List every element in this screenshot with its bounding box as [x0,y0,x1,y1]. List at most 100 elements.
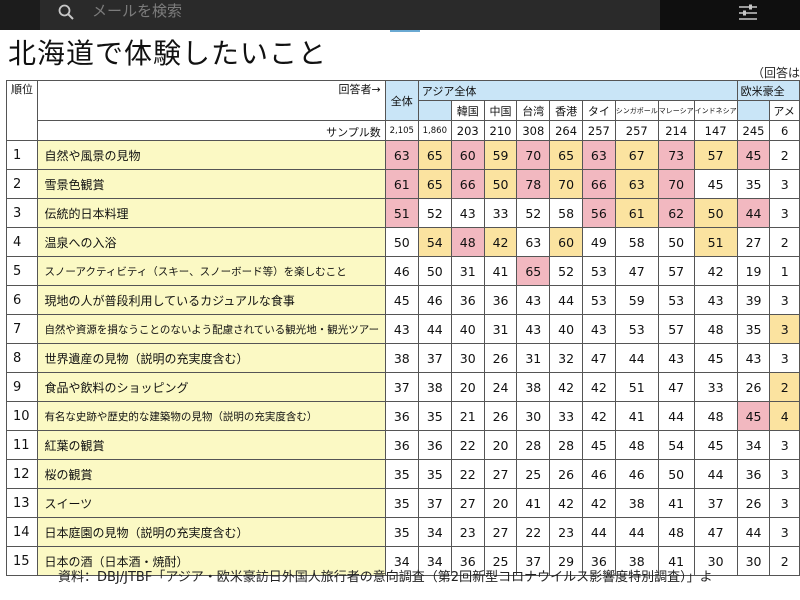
value-cell: 3 [769,488,800,518]
value-cell: 40 [549,314,583,344]
value-cell: 50 [693,198,738,228]
value-cell: 40 [450,314,485,344]
value-cell: 22 [450,459,485,489]
value-cell: 3 [769,285,800,315]
value-cell: 27 [736,227,771,257]
value-cell: 66 [581,169,616,199]
value-cell: 37 [384,372,419,402]
value-cell: 44 [693,459,738,489]
value-cell: 59 [483,140,518,170]
rank-cell: 8 [5,343,39,373]
value-cell: 36 [384,401,419,431]
value-cell: 3 [769,517,800,547]
item-cell: 自然や資源を損なうことのないよう配慮されている観光地・観光ツアー [37,314,386,344]
table-row: 10 有名な史跡や歴史的な建築物の見物（説明の充実度含む） 36 35 21 26 30 33… [5,401,800,431]
value-cell: 44 [549,285,583,315]
sample-size-cell: 245 [736,120,771,141]
value-cell: 35 [736,314,771,344]
value-cell: 23 [450,517,485,547]
header-accent [390,30,420,32]
table-row: 1 自然や風景の見物 63 65 60 59 70 65 63 67 73 57 45 2 [5,140,800,170]
value-cell: 36 [450,285,485,315]
value-cell: 35 [384,459,419,489]
value-cell: 63 [581,140,616,170]
value-cell: 45 [693,343,738,373]
value-cell: 57 [693,140,738,170]
value-cell: 43 [581,314,616,344]
value-cell: 36 [483,285,518,315]
value-cell: 26 [549,459,583,489]
value-cell: 42 [581,401,616,431]
value-cell: 53 [657,285,695,315]
value-cell: 41 [614,401,659,431]
table-row: 11 紅葉の観賞 36 36 22 20 28 28 45 48 54 45 34 3 [5,430,800,460]
rank-cell: 10 [5,401,39,431]
search-field[interactable] [40,0,660,30]
value-cell: 44 [736,198,771,228]
value-cell: 46 [581,459,616,489]
value-cell: 48 [614,430,659,460]
value-cell: 65 [549,140,583,170]
value-cell: 31 [483,314,518,344]
search-input[interactable]: メールを検索 [92,2,183,20]
value-cell: 51 [614,372,659,402]
value-cell: 57 [657,256,695,286]
value-cell: 41 [516,488,551,518]
value-cell: 27 [450,488,485,518]
value-cell: 53 [581,256,616,286]
value-cell: 28 [516,430,551,460]
value-cell: 63 [384,140,419,170]
value-cell: 2 [769,140,800,170]
value-cell: 21 [450,401,485,431]
value-cell: 30 [736,546,771,576]
value-cell: 45 [693,169,738,199]
rank-cell: 13 [5,488,39,518]
value-cell: 19 [736,256,771,286]
value-cell: 37 [693,488,738,518]
respondent-header: 回答者→ [37,80,386,121]
value-cell: 48 [693,401,738,431]
value-cell: 2 [769,227,800,257]
value-cell: 22 [450,430,485,460]
table-row: 7 自然や資源を損なうことのないよう配慮されている観光地・観光ツアー 43 44 40 3… [5,314,800,344]
value-cell: 49 [581,227,616,257]
country-header: マレーシア [657,100,695,121]
value-cell: 46 [614,459,659,489]
value-cell: 44 [614,517,659,547]
value-cell: 50 [483,169,518,199]
respondent-note: （回答はあ [752,66,800,80]
sample-size-cell: 308 [516,120,551,141]
value-cell: 42 [549,372,583,402]
value-cell: 37 [417,488,452,518]
search-icon[interactable] [58,4,74,20]
value-cell: 42 [581,372,616,402]
value-cell: 70 [516,140,551,170]
item-cell: 食品や飲料のショッピング [37,372,386,402]
country-header: 台湾 [516,100,551,121]
value-cell: 3 [769,169,800,199]
value-cell: 36 [736,459,771,489]
item-cell: 世界遺産の見物（説明の充実度含む） [37,343,386,373]
page-title: 北海道で体験したいこと [8,37,328,70]
value-cell: 47 [657,372,695,402]
value-cell: 36 [581,546,616,576]
document-page: 北海道で体験したいこと （回答はあ 順位 回答者→ 全体 アジア全体 欧米豪全 … [0,30,800,600]
value-cell: 41 [483,256,518,286]
value-cell: 65 [417,140,452,170]
value-cell: 48 [693,314,738,344]
value-cell: 73 [657,140,695,170]
filter-options-icon[interactable] [738,3,758,21]
value-cell: 42 [581,488,616,518]
value-cell: 26 [483,401,518,431]
value-cell: 36 [417,430,452,460]
value-cell: 34 [736,430,771,460]
value-cell: 30 [516,401,551,431]
sample-size-cell: 1,860 [417,120,452,141]
value-cell: 31 [516,343,551,373]
value-cell: 25 [516,459,551,489]
western-subheader [736,100,771,121]
rank-cell: 2 [5,169,39,199]
value-cell: 34 [417,517,452,547]
value-cell: 28 [549,430,583,460]
rank-cell: 11 [5,430,39,460]
